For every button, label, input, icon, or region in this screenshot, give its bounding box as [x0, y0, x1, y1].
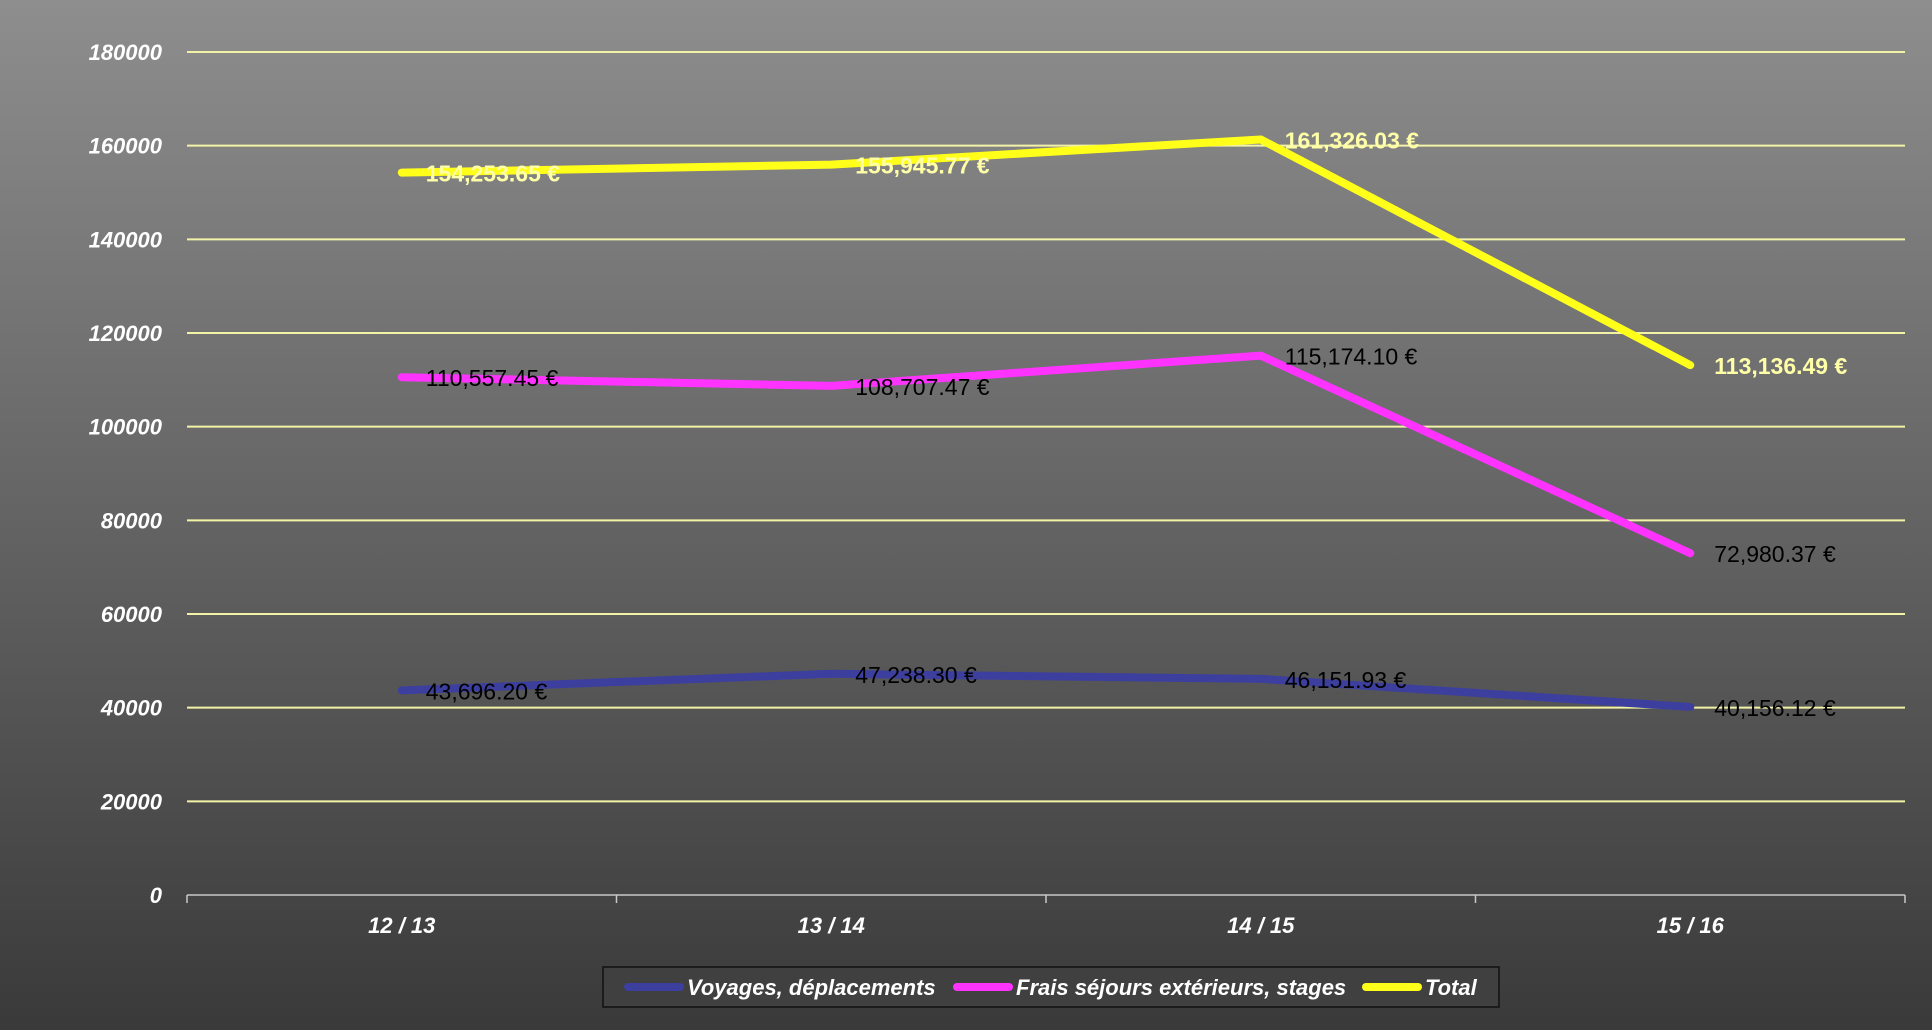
- series-layer: [397, 135, 1695, 711]
- series-line-0: [397, 669, 1695, 711]
- legend-label-0: Voyages, déplacements: [687, 975, 936, 1000]
- data-label: 115,174.10 €: [1285, 344, 1418, 370]
- data-label: 110,557.45 €: [426, 365, 559, 391]
- data-label: 161,326.03 €: [1285, 127, 1420, 153]
- data-label: 46,151.93 €: [1285, 667, 1407, 693]
- y-tick-label: 140000: [89, 227, 163, 252]
- data-label: 154,253.65 €: [426, 161, 561, 187]
- y-tick-label: 80000: [101, 508, 163, 533]
- data-label: 47,238.30 €: [855, 662, 977, 688]
- x-tick-label: 14 / 15: [1227, 913, 1295, 938]
- legend-box: [602, 966, 1500, 1008]
- y-tick-label: 40000: [100, 696, 163, 721]
- series-line-1: [397, 351, 1695, 558]
- data-label: 113,136.49 €: [1714, 353, 1847, 379]
- data-label: 43,696.20 €: [426, 678, 548, 704]
- grid-layer: [187, 51, 1905, 803]
- series-line-2: [397, 135, 1695, 370]
- y-tick-label: 120000: [89, 321, 163, 346]
- y-tick-label: 160000: [89, 134, 163, 159]
- y-tick-label: 180000: [89, 40, 163, 65]
- y-tick-label: 0: [150, 883, 163, 908]
- data-label: 40,156.12 €: [1714, 695, 1836, 721]
- legend-label-2: Total: [1425, 975, 1478, 1000]
- y-tick-label: 20000: [100, 789, 163, 814]
- data-label: 108,707.47 €: [855, 374, 990, 400]
- x-tick-label: 12 / 13: [368, 913, 435, 938]
- x-tick-label: 13 / 14: [798, 913, 865, 938]
- y-tick-label: 100000: [89, 415, 163, 440]
- data-label: 72,980.37 €: [1714, 541, 1836, 567]
- data-label: 155,945.77 €: [855, 153, 990, 179]
- legend-label-1: Frais séjours extérieurs, stages: [1016, 975, 1346, 1000]
- y-tick-label: 60000: [101, 602, 163, 627]
- data-label-layer: 43,696.20 € 47,238.30 € 46,151.93 € 40,156.…: [426, 127, 1848, 720]
- x-tick-label: 15 / 16: [1657, 913, 1725, 938]
- legend: Voyages, déplacements Frais séjours extér…: [602, 966, 1500, 1008]
- axis-layer: 0 20000 40000 60000 80000 100000 120000 140000 1…: [89, 40, 1906, 938]
